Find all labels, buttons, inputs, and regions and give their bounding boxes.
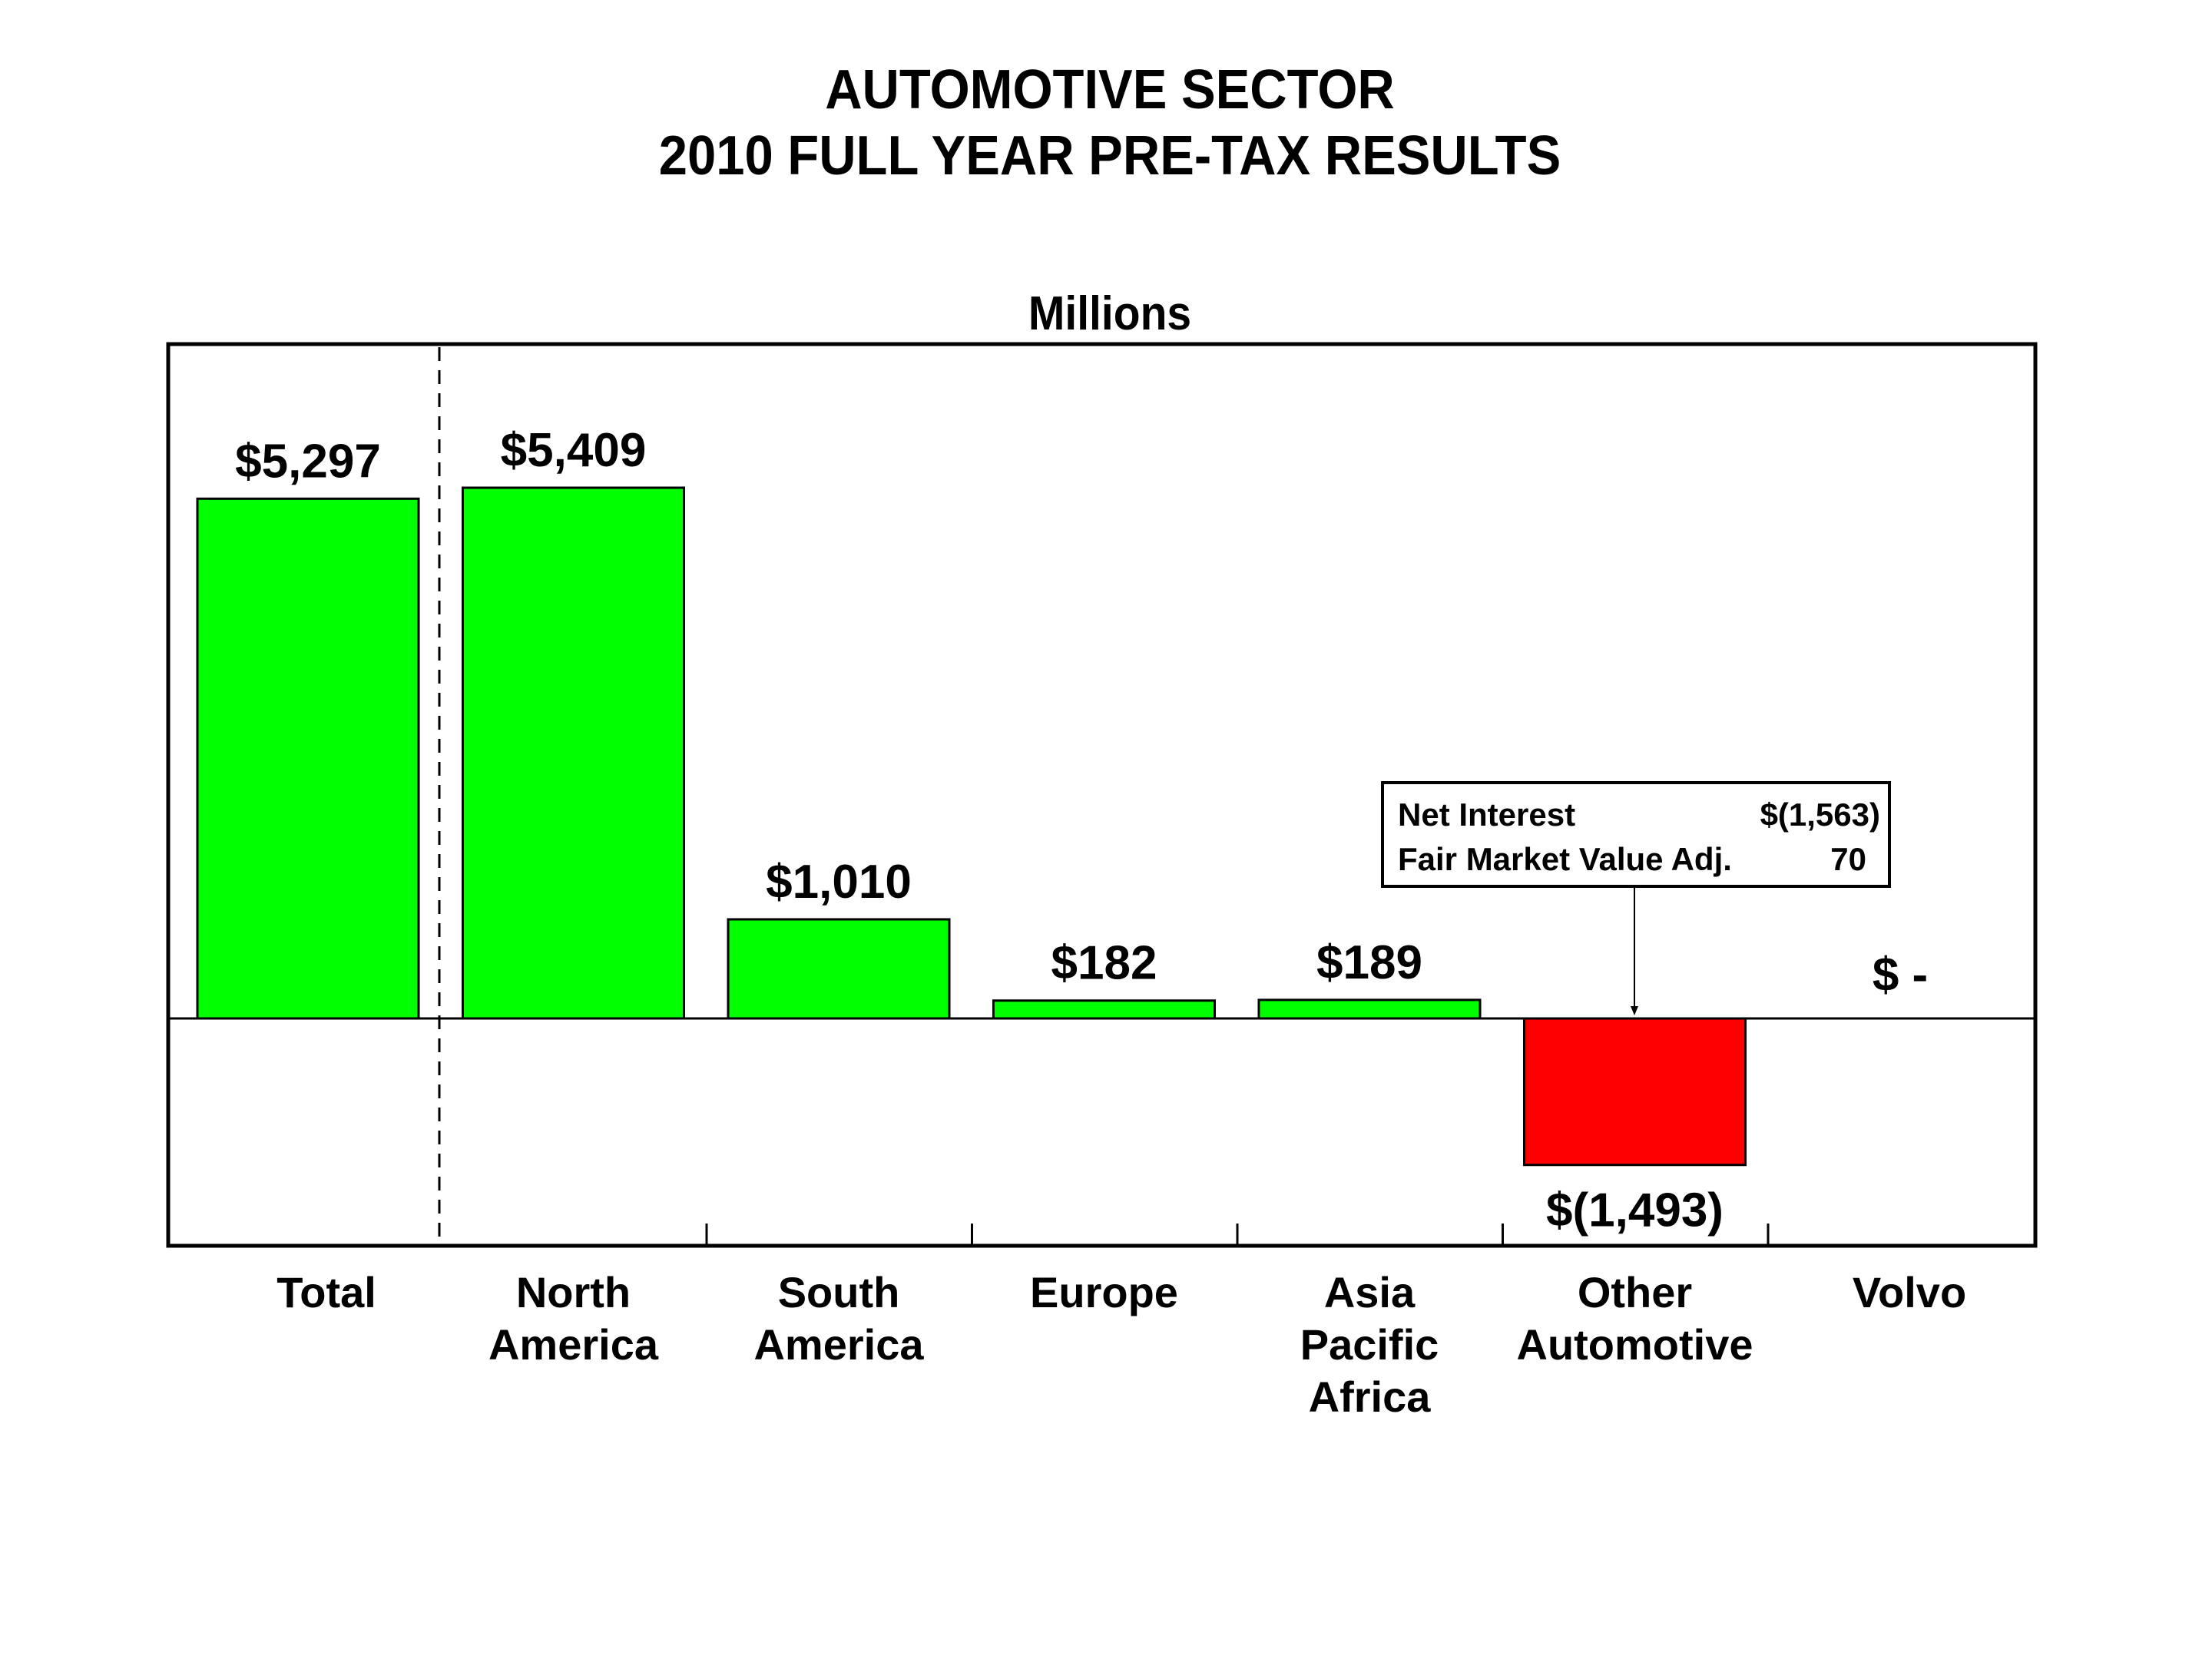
bar-europe	[992, 999, 1216, 1020]
annotation-row-value: 70	[1830, 841, 1866, 877]
bar-asia-pacific-africa	[1257, 998, 1482, 1020]
bar-south-america	[727, 918, 951, 1020]
category-label: Volvo	[1853, 1268, 1966, 1316]
category-label: Europe	[1030, 1268, 1178, 1316]
bar-other-automotive	[1523, 1017, 1747, 1167]
value-label: $ -	[1873, 949, 1928, 1002]
category-label: America	[753, 1320, 924, 1369]
value-label: $5,409	[501, 424, 647, 477]
category-label: Africa	[1309, 1373, 1432, 1421]
value-label: $5,297	[235, 435, 381, 488]
value-label: $1,010	[766, 856, 912, 909]
bar-total	[196, 497, 420, 1020]
category-label: Total	[276, 1268, 376, 1316]
value-label: $189	[1316, 936, 1422, 989]
category-label: Pacific	[1300, 1320, 1439, 1369]
annotation-row-label: Fair Market Value Adj.	[1398, 841, 1732, 877]
category-label: Other	[1578, 1268, 1692, 1316]
units-label: Millions	[1028, 287, 1192, 340]
category-label: Asia	[1324, 1268, 1416, 1316]
category-label: America	[488, 1320, 659, 1369]
bar-north-america	[462, 486, 685, 1020]
chart-subtitle: 2010 FULL YEAR PRE-TAX RESULTS	[658, 125, 1561, 187]
annotation-row-value: $(1,563)	[1760, 796, 1880, 833]
value-label: $182	[1051, 937, 1157, 990]
annotation-row-label: Net Interest	[1398, 796, 1575, 833]
category-label: North	[516, 1268, 631, 1316]
arrow-head-icon	[1631, 1006, 1638, 1015]
annotation-box	[1381, 781, 1891, 888]
category-label: South	[778, 1268, 900, 1316]
category-label: Automotive	[1517, 1320, 1753, 1369]
chart-title: AUTOMOTIVE SECTOR	[825, 59, 1395, 121]
value-label: $(1,493)	[1546, 1184, 1724, 1237]
